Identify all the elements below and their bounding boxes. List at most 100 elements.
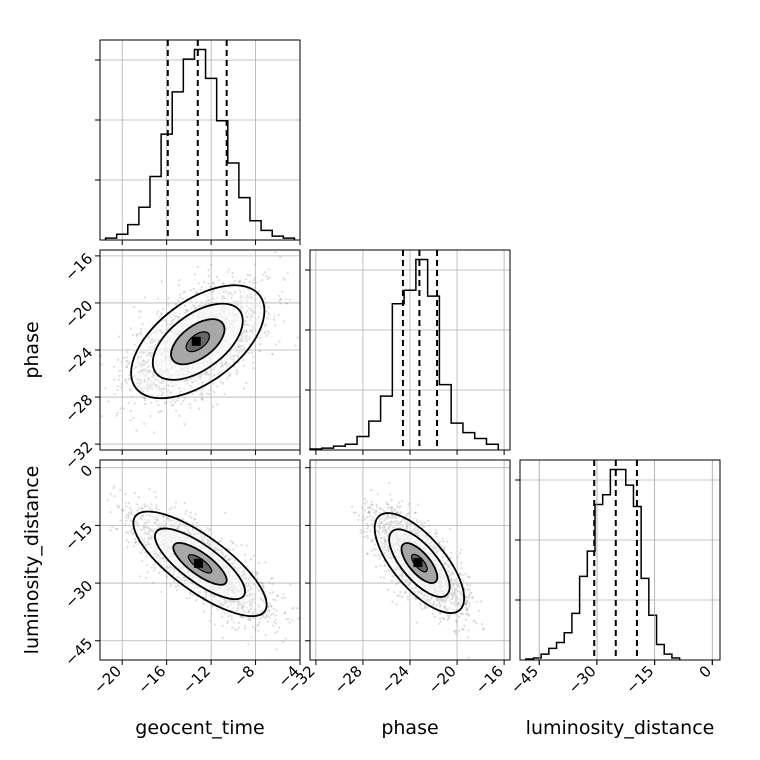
sample-point — [258, 621, 261, 624]
sample-point — [248, 337, 251, 341]
sample-point — [163, 388, 166, 391]
sample-point — [148, 351, 151, 355]
sample-point — [440, 555, 443, 558]
sample-point — [252, 310, 255, 314]
sample-point — [242, 339, 245, 343]
sample-point — [240, 574, 244, 577]
sample-point — [191, 528, 194, 531]
sample-point — [252, 304, 255, 307]
sample-point — [190, 378, 193, 381]
sample-point — [282, 593, 285, 596]
sample-point — [143, 379, 147, 382]
sample-point — [189, 533, 192, 536]
sample-point — [150, 528, 153, 531]
sample-point — [439, 599, 443, 602]
sample-point — [211, 368, 215, 371]
sample-point — [430, 540, 433, 544]
sample-point — [249, 608, 253, 611]
sample-point — [172, 313, 175, 316]
sample-point — [226, 366, 229, 369]
sample-point — [124, 378, 127, 381]
sample-point — [147, 525, 150, 529]
sample-point — [155, 386, 158, 389]
sample-point — [147, 377, 150, 380]
sample-point — [138, 316, 141, 319]
sample-point — [189, 300, 192, 303]
sample-point — [444, 598, 447, 601]
sample-point — [393, 520, 396, 524]
sample-point — [129, 518, 132, 522]
sample-point — [381, 545, 384, 548]
sample-point — [250, 636, 253, 639]
sample-point — [132, 375, 135, 379]
sample-point — [225, 377, 228, 380]
x-tick-label: −20 — [425, 662, 460, 697]
sample-point — [248, 618, 251, 622]
sample-point — [148, 365, 151, 368]
sample-point — [207, 374, 210, 377]
sample-point — [427, 606, 430, 609]
sample-point — [243, 602, 246, 605]
sample-point — [270, 605, 273, 608]
sample-point — [201, 534, 204, 537]
sample-point — [126, 360, 129, 363]
sample-point — [243, 322, 246, 326]
sample-point — [193, 586, 196, 589]
sample-point — [250, 328, 253, 332]
sample-point — [130, 511, 133, 514]
sample-point — [223, 392, 226, 396]
sample-point — [222, 597, 225, 601]
sample-point — [456, 604, 459, 608]
sample-point — [112, 486, 115, 490]
sample-point — [143, 340, 146, 343]
sample-point — [272, 591, 275, 594]
sample-point — [268, 276, 271, 279]
sample-point — [241, 337, 244, 340]
sample-point — [204, 302, 208, 305]
y-tick-label: −45 — [61, 634, 96, 669]
panel-frame — [519, 459, 721, 661]
sample-point — [216, 403, 219, 406]
sample-point — [439, 617, 442, 620]
sample-point — [390, 557, 393, 560]
sample-point — [414, 511, 417, 515]
sample-point — [161, 523, 164, 527]
sample-point — [165, 516, 168, 519]
sample-point — [176, 589, 179, 592]
sample-point — [262, 598, 265, 602]
sample-point — [285, 618, 288, 621]
sample-point — [467, 613, 470, 616]
sample-point — [223, 362, 226, 365]
sample-point — [236, 610, 239, 613]
sample-point — [211, 301, 214, 304]
sample-point — [237, 354, 240, 357]
sample-point — [233, 291, 237, 294]
sample-point — [150, 538, 153, 541]
sample-point — [386, 516, 389, 519]
sample-point — [140, 559, 143, 563]
scatter-panel-phase-vs-luminosity-distance: −32 −28 −24 −20 −16 — [284, 459, 511, 697]
hist-panel-geocent-time — [95, 39, 301, 245]
sample-point — [120, 508, 123, 511]
sample-point — [245, 328, 248, 332]
sample-point — [217, 372, 220, 376]
sample-point — [446, 559, 449, 563]
sample-point — [242, 387, 246, 390]
sample-point — [253, 286, 257, 289]
sample-point — [195, 290, 198, 294]
sample-point — [456, 584, 459, 587]
sample-point — [100, 415, 103, 418]
sample-point — [184, 311, 187, 314]
sample-point — [366, 516, 369, 519]
sample-point — [152, 373, 156, 377]
sample-point — [180, 390, 183, 393]
sample-point — [208, 593, 212, 596]
sample-point — [269, 592, 272, 595]
sample-point — [246, 273, 250, 277]
sample-point — [188, 596, 191, 599]
sample-point — [249, 585, 252, 588]
sample-point — [271, 352, 274, 355]
sample-point — [182, 400, 185, 403]
sample-point — [207, 275, 210, 278]
sample-point — [238, 601, 241, 604]
